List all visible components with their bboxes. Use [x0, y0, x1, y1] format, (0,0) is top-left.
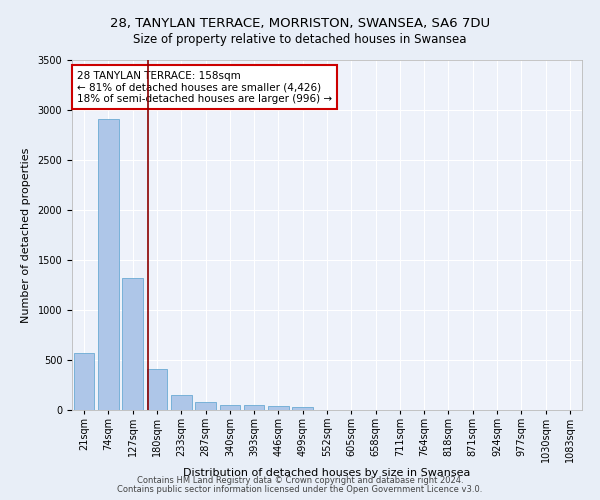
Y-axis label: Number of detached properties: Number of detached properties [20, 148, 31, 322]
Text: Size of property relative to detached houses in Swansea: Size of property relative to detached ho… [133, 32, 467, 46]
Bar [244, 405, 265, 410]
Bar [220, 404, 240, 410]
X-axis label: Distribution of detached houses by size in Swansea: Distribution of detached houses by size … [184, 468, 470, 478]
Bar [146, 369, 167, 410]
Text: Contains public sector information licensed under the Open Government Licence v3: Contains public sector information licen… [118, 485, 482, 494]
Text: 28, TANYLAN TERRACE, MORRISTON, SWANSEA, SA6 7DU: 28, TANYLAN TERRACE, MORRISTON, SWANSEA,… [110, 18, 490, 30]
Bar [292, 407, 313, 410]
Bar [171, 394, 191, 410]
Bar [195, 402, 216, 410]
Bar [98, 119, 119, 410]
Text: Contains HM Land Registry data © Crown copyright and database right 2024.: Contains HM Land Registry data © Crown c… [137, 476, 463, 485]
Bar [122, 278, 143, 410]
Text: 28 TANYLAN TERRACE: 158sqm
← 81% of detached houses are smaller (4,426)
18% of s: 28 TANYLAN TERRACE: 158sqm ← 81% of deta… [77, 70, 332, 104]
Bar [268, 406, 289, 410]
Bar [74, 353, 94, 410]
